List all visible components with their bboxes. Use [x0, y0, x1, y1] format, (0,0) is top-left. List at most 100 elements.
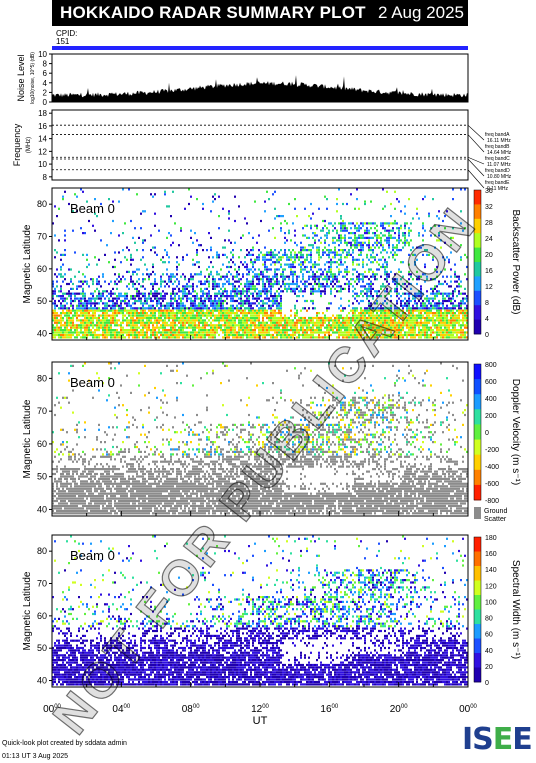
title-bar: HOKKAIDO RADAR SUMMARY PLOT 2 Aug 2025 — [52, 0, 468, 26]
colorbar-segment — [474, 409, 481, 425]
time-tick-label: 0800 — [182, 704, 200, 715]
freq-band-value: 11.07 MHz — [487, 162, 511, 168]
freq-tick-label: 8 — [43, 173, 48, 182]
colorbar-label: Spectral Width (m s⁻¹) — [510, 560, 521, 659]
cpid-value: 151 — [56, 37, 70, 46]
colorbar-segment — [474, 262, 481, 277]
plot-date: 2 Aug 2025 — [377, 3, 464, 22]
lat-tick-label: 80 — [37, 546, 47, 556]
freq-band-leader — [467, 124, 485, 141]
lat-tick-label: 40 — [37, 329, 47, 339]
colorbar-tick-label: 16 — [485, 268, 493, 275]
freq-band-leader — [467, 169, 485, 189]
colorbar-segment — [474, 638, 481, 654]
colorbar-segment — [474, 290, 481, 306]
colorbar-frame — [473, 363, 482, 501]
freq-band-leader — [467, 157, 485, 165]
noise-tick-label: 0 — [43, 98, 48, 107]
time-tick-label: 0000 — [43, 704, 61, 715]
lat-tick-label: 60 — [37, 264, 47, 274]
colorbar-tick-label: 400 — [485, 396, 497, 403]
colorbar-tick-label: 200 — [485, 413, 497, 420]
colorbar-segment — [474, 364, 481, 380]
colorbar-segment — [474, 454, 481, 471]
colorbar-segment — [474, 653, 481, 668]
time-tick-label: 2000 — [390, 704, 408, 715]
lat-tick-label: 40 — [37, 504, 47, 514]
colorbar-segment — [474, 190, 481, 205]
time-tick-label: 1200 — [251, 704, 269, 715]
colorbar-tick-label: 40 — [485, 648, 493, 655]
freq-band-value: 10.80 MHz — [487, 174, 512, 180]
lat-ylabel: Magnetic Latitude — [22, 571, 33, 650]
colorbar-tick-label: 20 — [485, 252, 493, 259]
time-tick-label: 0000 — [459, 704, 477, 715]
freq-band-leader — [467, 158, 485, 177]
colorbar-segment — [474, 204, 481, 220]
colorbar-segment — [474, 537, 481, 552]
freq-band-leader — [467, 134, 485, 153]
colorbar-tick-label: 0 — [485, 430, 489, 437]
freq-unit: (MHz) — [26, 137, 32, 153]
colorbar-segment — [474, 247, 481, 263]
freq-tick-label: 16 — [38, 122, 47, 131]
colorbar-segment — [474, 469, 481, 486]
time-xlabel: UT — [253, 715, 268, 727]
lat-tick-label: 70 — [37, 232, 47, 242]
colorbar-tick-label: 4 — [485, 316, 489, 323]
lat-tick-label: 50 — [37, 472, 47, 482]
colorbar-segment — [474, 424, 481, 440]
cpid-label: CPID: — [56, 29, 78, 38]
beam-label: Beam 0 — [70, 201, 115, 216]
colorbar-tick-label: 800 — [485, 362, 497, 369]
heatmap-velocity — [52, 362, 468, 515]
noise-tick-label: 2 — [43, 88, 48, 97]
lat-tick-label: 80 — [37, 199, 47, 209]
freq-band-name: freq bandE — [485, 180, 510, 186]
noise-trace — [52, 75, 468, 102]
lat-tick-label: 60 — [37, 439, 47, 449]
ground-scatter-label: Ground — [484, 508, 507, 515]
colorbar-tick-label: 24 — [485, 236, 493, 243]
freq-band-name: freq bandA — [485, 132, 510, 138]
colorbar-segment — [474, 609, 481, 625]
colorbar-frame — [473, 536, 482, 683]
cpid-bar — [52, 46, 468, 50]
colorbar-segment — [474, 667, 481, 683]
freq-tick-label: 18 — [38, 109, 47, 118]
time-tick-label: 1600 — [320, 704, 338, 715]
colorbar-tick-label: 80 — [485, 616, 493, 623]
beam-label: Beam 0 — [70, 375, 115, 390]
colorbar-tick-label: 0 — [485, 680, 489, 687]
freq-band-name: freq bandC — [485, 156, 510, 162]
freq-band-value: 9.11 MHz — [487, 186, 509, 192]
lat-tick-label: 70 — [37, 406, 47, 416]
ground-scatter-swatch — [474, 507, 481, 519]
colorbar-segment — [474, 624, 481, 639]
colorbar-segment — [474, 566, 481, 581]
colorbar-segment — [474, 394, 481, 410]
colorbar-segment — [474, 218, 481, 234]
colorbar-tick-label: 160 — [485, 551, 497, 558]
lat-tick-label: 50 — [37, 643, 47, 653]
colorbar-tick-label: 36 — [485, 188, 493, 195]
colorbar-tick-label: 100 — [485, 599, 497, 606]
colorbar-tick-label: 140 — [485, 567, 497, 574]
lat-ylabel: Magnetic Latitude — [22, 224, 33, 303]
noise-tick-label: 4 — [43, 79, 48, 88]
lat-ylabel: Magnetic Latitude — [22, 399, 33, 478]
noise-tick-label: 8 — [43, 60, 48, 69]
colorbar-tick-label: 8 — [485, 300, 489, 307]
colorbar-label: Doppler Velocity (m s⁻¹) — [510, 379, 521, 485]
colorbar-tick-label: -600 — [485, 481, 499, 488]
colorbar-tick-label: 60 — [485, 632, 493, 639]
colorbar-tick-label: 0 — [485, 332, 489, 339]
freq-tick-label: 10 — [38, 160, 47, 169]
noise-ylabel: Noise Level — [16, 54, 26, 101]
noise-frame — [51, 53, 469, 103]
freq-ylabel: Frequency — [12, 123, 22, 166]
freq-band-value: 14.64 MHz — [487, 150, 512, 156]
time-tick-label: 0400 — [112, 704, 130, 715]
colorbar-tick-label: -800 — [485, 498, 499, 505]
noise-sublabel: log10(noise, 10^5) (dB) — [30, 52, 36, 104]
